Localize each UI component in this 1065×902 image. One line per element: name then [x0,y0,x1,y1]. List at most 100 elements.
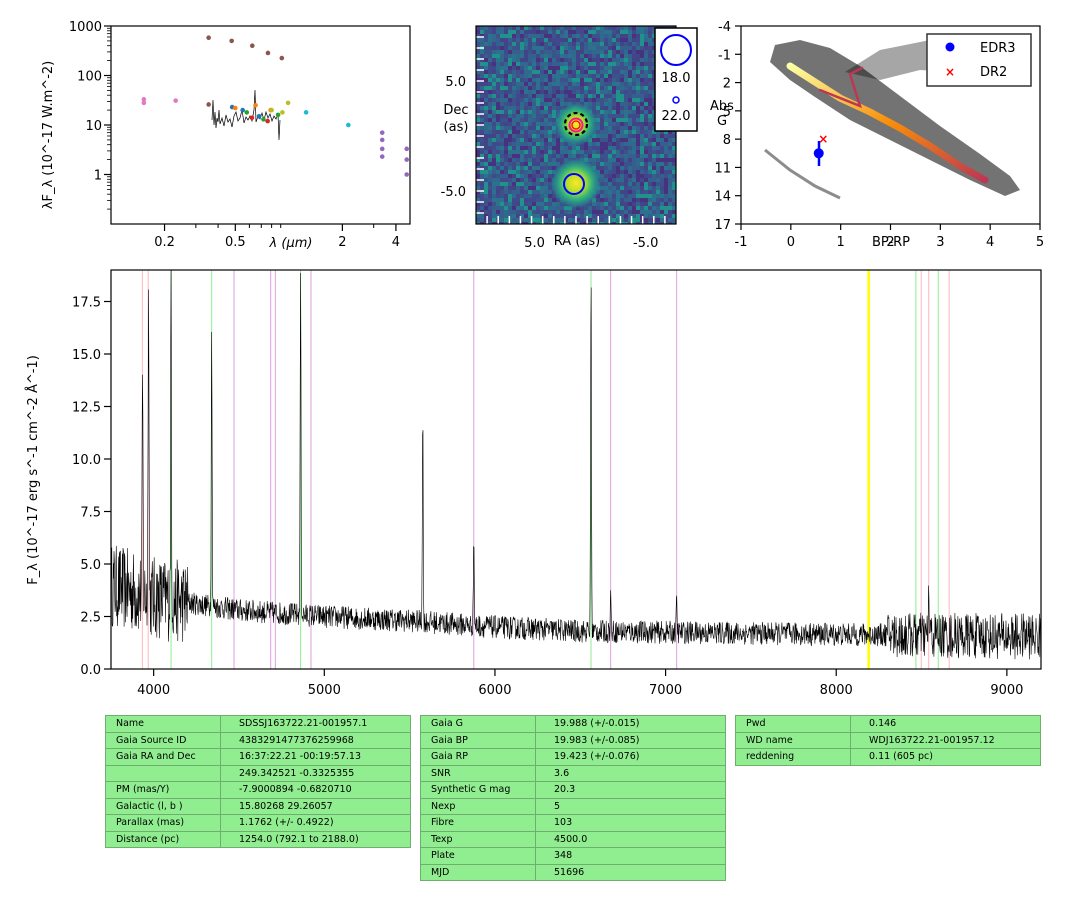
image-pixel [516,54,520,58]
sed-point [279,55,285,61]
image-pixel [480,98,484,102]
image-pixel [608,202,612,206]
table-key-cell: Texp [420,830,536,848]
image-pixel [580,30,584,34]
image-pixel [652,42,656,46]
image-pixel [500,114,504,118]
image-pixel [600,122,604,126]
image-pixel [640,150,644,154]
table-value-cell: 249.342521 -0.3325355 [220,764,411,782]
image-pixel [572,82,576,86]
image-pixel [596,30,600,34]
image-pixel [620,162,624,166]
sed-point [206,35,211,41]
image-pixel [488,66,492,70]
image-pixel [616,142,620,146]
image-pixel [492,162,496,166]
image-pixel [516,30,520,34]
image-pixel [600,70,604,74]
image-pixel [528,198,532,202]
image-pixel [648,114,652,118]
image-pixel [584,218,588,222]
image-pixel [484,54,488,58]
image-pixel [652,26,656,30]
sed-xtick-label: 0.2 [154,235,175,250]
image-pixel [488,130,492,134]
image-pixel [504,98,508,102]
image-pixel [668,198,672,202]
image-pixel [524,150,528,154]
image-pixel [496,154,500,158]
image-pixel [668,134,672,138]
image-pixel [608,174,612,178]
image-pixel [524,222,528,224]
image-pixel [648,30,652,34]
sed-ytick-label: 1000 [69,20,102,35]
image-pixel [484,90,488,94]
image-pixel [504,166,508,170]
image-pixel [492,154,496,158]
image-pixel [620,74,624,78]
image-pixel [508,130,512,134]
image-pixel [660,162,664,166]
image-pixel [516,218,520,222]
image-pixel [484,182,488,186]
image-pixel [604,198,608,202]
image-pixel [628,174,632,178]
image-pixel [508,42,512,46]
image-pixel [548,26,552,30]
image-pixel [580,38,584,42]
image-pixel [632,218,636,222]
image-pixel [476,118,480,122]
image-pixel [548,206,552,210]
image-pixel [616,94,620,98]
image-pixel [492,78,496,82]
image-pixel [516,214,520,218]
image-pixel [620,190,624,194]
image-pixel [576,70,580,74]
image-pixel [632,26,636,30]
image-pixel [616,34,620,38]
image-pixel [624,190,628,194]
image-pixel [572,62,576,66]
image-pixel [480,62,484,66]
image-pixel [640,62,644,66]
image-pixel [484,50,488,54]
image-pixel [672,158,676,162]
image-pixel [616,186,620,190]
image-pixel [592,210,596,214]
image-pixel [664,214,668,218]
image-pixel [500,194,504,198]
image-pixel [572,146,576,150]
image-pixel [596,150,600,154]
image-pixel [672,142,676,146]
image-pixel [604,214,608,218]
image-pixel [660,190,664,194]
table-key-cell: Gaia G [420,715,536,733]
image-pixel [500,42,504,46]
image-pixel [492,114,496,118]
image-pixel [608,162,612,166]
image-pixel [632,74,636,78]
image-pixel [516,86,520,90]
image-pixel [544,150,548,154]
image-pixel [584,38,588,42]
image-pixel [508,46,512,50]
image-pixel [516,110,520,114]
image-pixel [608,38,612,42]
image-pixel [612,118,616,122]
image-pixel [568,58,572,62]
image-pixel [524,94,528,98]
neighbour-blue-circle [563,173,585,195]
image-pixel [604,218,608,222]
hr-legend-box [926,33,1032,87]
image-pixel [640,182,644,186]
image-pixel [568,78,572,82]
image-pixel [480,214,484,218]
image-pixel [604,194,608,198]
image-pixel [504,190,508,194]
image-pixel [616,174,620,178]
image-pixel [668,142,672,146]
image-pixel [596,38,600,42]
table-key-cell: Gaia RP [420,748,536,766]
